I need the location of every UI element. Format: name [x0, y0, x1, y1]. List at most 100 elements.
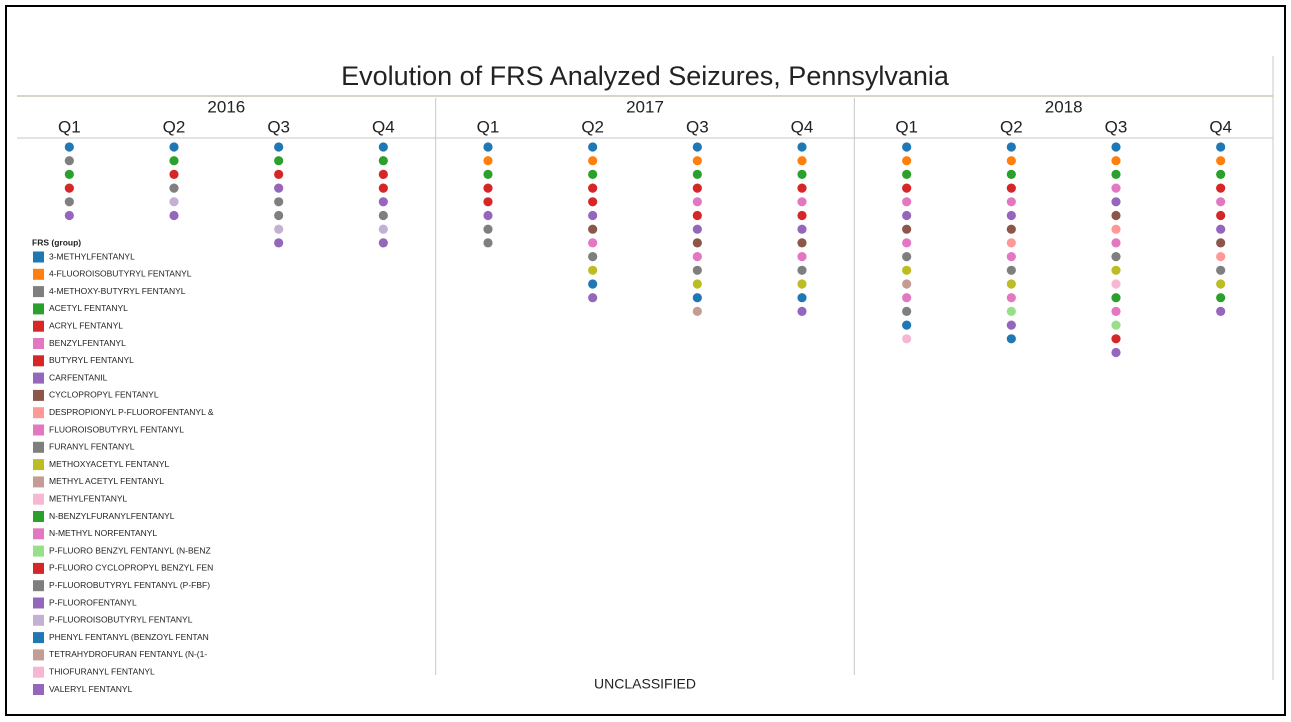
quarter-label: Q1 — [895, 117, 918, 136]
dot — [588, 156, 598, 166]
dot — [588, 279, 598, 289]
dot — [1216, 142, 1226, 152]
dot — [902, 210, 912, 221]
dot — [1006, 210, 1016, 221]
dot — [1216, 224, 1226, 234]
dot — [692, 142, 702, 152]
dot — [1216, 252, 1226, 262]
dot — [1216, 197, 1226, 207]
dot — [692, 224, 702, 234]
legend-label: P-FLUORO CYCLOPROPYL BENZYL FEN — [49, 563, 213, 573]
dot — [1216, 169, 1226, 179]
dot — [1111, 265, 1121, 275]
dot — [1216, 210, 1226, 221]
dot — [797, 252, 807, 262]
dot — [274, 183, 284, 193]
dot — [692, 252, 702, 262]
dot — [378, 224, 388, 234]
legend-label: CARFENTANIL — [49, 372, 108, 382]
dot — [902, 265, 912, 275]
dot — [1216, 306, 1226, 316]
dot — [483, 224, 493, 234]
dot — [274, 238, 284, 248]
dot — [1216, 293, 1226, 303]
legend-label: ACRYL FENTANYL — [49, 320, 123, 330]
year-label: 2017 — [626, 97, 664, 116]
legend-swatch — [33, 251, 44, 263]
legend-swatch — [33, 614, 44, 626]
legend-label: 4-METHOXY-BUTYRYL FENTANYL — [49, 286, 186, 296]
dot — [902, 293, 912, 303]
legend-swatch — [33, 303, 44, 315]
legend-swatch — [33, 545, 44, 557]
dot — [588, 169, 598, 179]
dot — [797, 210, 807, 221]
dot — [1111, 252, 1121, 262]
dot — [483, 156, 493, 166]
dot — [1006, 279, 1016, 289]
year-label: 2016 — [207, 97, 245, 116]
dot — [274, 169, 284, 179]
dot — [1006, 238, 1016, 248]
dot — [1111, 224, 1121, 234]
dot — [378, 210, 388, 221]
legend-label: 3-METHYLFENTANYL — [49, 251, 135, 261]
legend-swatch — [33, 493, 44, 505]
legend-label: P-FLUOROBUTYRYL FENTANYL (P-FBF) — [49, 580, 210, 590]
quarter-label: Q1 — [477, 117, 500, 136]
dot — [588, 197, 598, 207]
dot — [1111, 156, 1121, 166]
dot — [378, 156, 388, 166]
dot — [902, 197, 912, 207]
dot — [1006, 252, 1016, 262]
dot — [378, 197, 388, 207]
quarter-label: Q2 — [581, 117, 604, 136]
dot — [64, 156, 74, 166]
quarter-label: Q2 — [163, 117, 186, 136]
dot — [169, 142, 179, 152]
dot — [692, 210, 702, 221]
quarter-label: Q3 — [1105, 117, 1128, 136]
dot — [1111, 279, 1121, 289]
legend-swatch — [33, 684, 44, 695]
dot — [378, 169, 388, 179]
legend-label: BUTYRYL FENTANYL — [49, 355, 134, 365]
dot — [588, 293, 598, 303]
legend-swatch — [33, 528, 44, 540]
chart-title: Evolution of FRS Analyzed Seizures, Penn… — [341, 61, 950, 91]
dot — [378, 183, 388, 193]
dot — [1111, 320, 1121, 330]
dot — [902, 142, 912, 152]
legend-label: FLUOROISOBUTYRYL FENTANYL — [49, 424, 184, 434]
dot — [588, 210, 598, 221]
legend-swatch — [33, 580, 44, 592]
dot — [1006, 334, 1016, 344]
dot — [1111, 347, 1121, 358]
legend-label: METHYL ACETYL FENTANYL — [49, 476, 164, 486]
legend-swatch — [33, 666, 44, 678]
dot — [692, 197, 702, 207]
legend-swatch — [33, 286, 44, 298]
legend-label: N-BENZYLFURANYLFENTANYL — [49, 511, 175, 521]
dot — [797, 224, 807, 234]
dot — [483, 210, 493, 221]
legend-label: BENZYLFENTANYL — [49, 338, 126, 348]
dot — [588, 142, 598, 152]
dot — [1006, 265, 1016, 275]
quarter-label: Q1 — [58, 117, 81, 136]
legend-swatch — [33, 338, 44, 349]
legend-swatch — [33, 649, 44, 661]
legend-swatch — [33, 511, 44, 522]
dot — [1216, 238, 1226, 248]
dot — [274, 210, 284, 221]
legend-label: METHOXYACETYL FENTANYL — [49, 459, 170, 469]
dot — [797, 265, 807, 275]
dot — [1216, 156, 1226, 166]
dot — [692, 238, 702, 248]
dot — [902, 224, 912, 234]
dot — [64, 210, 74, 221]
dot — [1216, 265, 1226, 275]
dot — [797, 142, 807, 152]
dot — [902, 279, 912, 289]
